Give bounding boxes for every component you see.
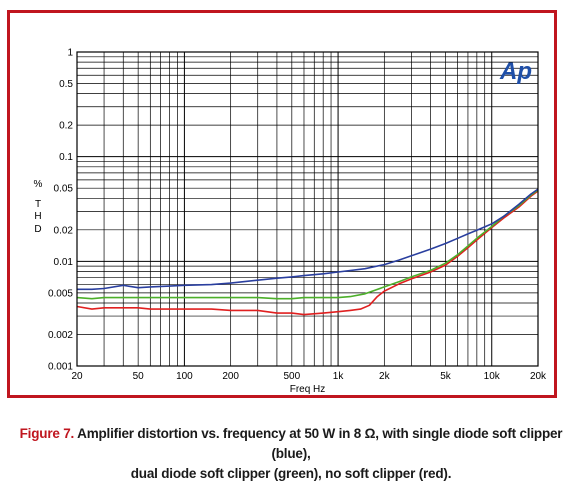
y-tick-label: 1	[67, 48, 73, 59]
x-axis-label: Freq Hz	[290, 384, 326, 395]
x-tick-label: 200	[222, 371, 239, 382]
x-tick-label: 2k	[379, 371, 391, 382]
x-tick-label: 20	[71, 371, 83, 382]
y-tick-label: 0.002	[48, 330, 73, 341]
plot-area-border	[76, 51, 539, 367]
thd-vs-frequency-chart: 1 0.5 0.2 0.1 0.05 0.02 0.01 0.005 0.002 0.001 20…	[34, 48, 548, 396]
y-axis-label-char: D	[34, 224, 41, 235]
y-tick-label: 0.2	[59, 121, 73, 132]
caption-figure-number: Figure 7.	[19, 426, 75, 441]
y-tick-labels: 1 0.5 0.2 0.1 0.05 0.02 0.01 0.005 0.002 0.001	[48, 48, 73, 373]
y-axis-label-char: T	[35, 199, 41, 210]
x-tick-label: 50	[133, 371, 145, 382]
figure-caption: Figure 7. Amplifier distortion vs. frequ…	[0, 424, 582, 484]
x-tick-label: 100	[176, 371, 193, 382]
x-tick-label: 20k	[530, 371, 547, 382]
x-tick-label: 10k	[484, 371, 501, 382]
figure-frame	[7, 10, 557, 398]
x-tick-label: 500	[283, 371, 300, 382]
y-axis-label-char: %	[34, 179, 43, 190]
series-line-0	[76, 190, 539, 316]
y-tick-label: 0.01	[54, 257, 74, 268]
caption-text-1: Amplifier distortion vs. frequency at 50…	[77, 426, 563, 461]
grid	[76, 51, 539, 367]
ap-logo-lettering: Ap	[499, 58, 532, 85]
x-tick-labels: 20 50 100 200 500 1k 2k 5k 10k 20k	[71, 371, 547, 382]
y-tick-label: 0.005	[48, 288, 73, 299]
y-tick-label: 0.02	[54, 225, 74, 236]
y-tick-label: 0.5	[59, 79, 73, 90]
series-line-1	[76, 189, 539, 300]
y-axis-label-char: H	[34, 211, 41, 222]
y-axis-label: % THD	[34, 179, 43, 235]
caption-line-1: Figure 7. Amplifier distortion vs. frequ…	[0, 424, 582, 464]
x-tick-label: 1k	[333, 371, 345, 382]
caption-line-2: dual diode soft clipper (green), no soft…	[130, 466, 452, 481]
ap-logo: Ap	[499, 58, 532, 85]
series-line-2	[77, 188, 539, 291]
y-tick-label: 0.1	[59, 152, 73, 163]
series-lines	[76, 188, 539, 316]
y-tick-label: 0.001	[48, 362, 73, 373]
y-tick-label: 0.05	[54, 184, 74, 195]
x-tick-label: 5k	[440, 371, 452, 382]
